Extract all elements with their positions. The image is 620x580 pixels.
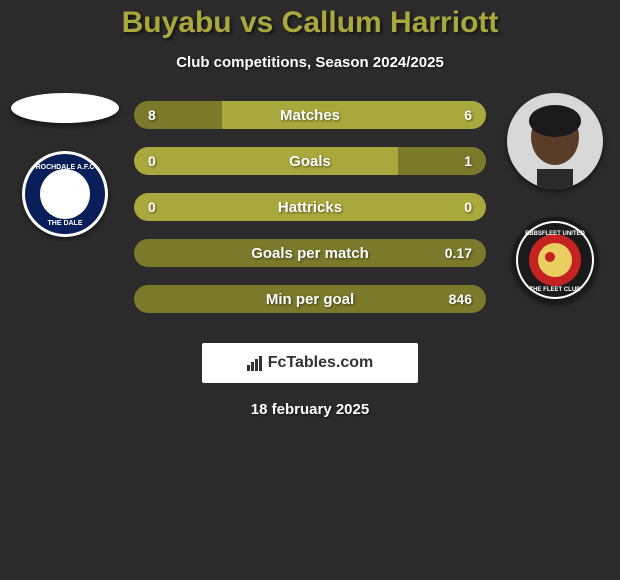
svg-text:ROCHDALE A.F.C: ROCHDALE A.F.C bbox=[36, 164, 95, 171]
stat-label: Goals per match bbox=[251, 245, 369, 262]
stat-left-value: 0 bbox=[148, 153, 156, 169]
svg-text:THE FLEET CLUB: THE FLEET CLUB bbox=[530, 287, 582, 293]
stat-left-value: 0 bbox=[148, 199, 156, 215]
stat-row-gpm: Goals per match 0.17 bbox=[134, 239, 486, 267]
chart-icon bbox=[247, 356, 262, 371]
stat-row-mpg: Min per goal 846 bbox=[134, 285, 486, 313]
branding-box: FcTables.com bbox=[202, 343, 418, 383]
stat-right-value: 1 bbox=[464, 153, 472, 169]
stat-row-hattricks: 0 Hattricks 0 bbox=[134, 193, 486, 221]
branding-text: FcTables.com bbox=[268, 354, 374, 372]
stat-label: Hattricks bbox=[278, 199, 342, 216]
stat-right-value: 6 bbox=[464, 107, 472, 123]
stat-right-value: 0.17 bbox=[445, 245, 472, 261]
player1-club-badge: ROCHDALE A.F.C THE DALE bbox=[22, 151, 108, 237]
stat-label: Goals bbox=[289, 153, 331, 170]
stat-right-value: 846 bbox=[449, 291, 472, 307]
stat-left-value: 8 bbox=[148, 107, 156, 123]
page-title: Buyabu vs Callum Harriott bbox=[0, 0, 620, 40]
stat-label: Min per goal bbox=[266, 291, 354, 308]
left-player-column: ROCHDALE A.F.C THE DALE bbox=[6, 93, 124, 237]
date-text: 18 february 2025 bbox=[0, 401, 620, 418]
player2-club-badge: EBBSFLEET UNITED THE FLEET CLUB bbox=[512, 217, 598, 303]
comparison-content: ROCHDALE A.F.C THE DALE EBBSFLEET UNITE bbox=[0, 101, 620, 418]
stat-label: Matches bbox=[280, 107, 340, 124]
stat-row-matches: 8 Matches 6 bbox=[134, 101, 486, 129]
svg-text:THE DALE: THE DALE bbox=[48, 220, 83, 227]
stat-row-goals: 0 Goals 1 bbox=[134, 147, 486, 175]
stat-bars: 8 Matches 6 0 Goals 1 0 Hattricks 0 Goal… bbox=[134, 101, 486, 313]
right-player-column: EBBSFLEET UNITED THE FLEET CLUB bbox=[496, 93, 614, 303]
stat-right-value: 0 bbox=[464, 199, 472, 215]
svg-text:EBBSFLEET UNITED: EBBSFLEET UNITED bbox=[525, 231, 585, 237]
player2-avatar bbox=[507, 93, 603, 189]
subtitle: Club competitions, Season 2024/2025 bbox=[0, 54, 620, 71]
player1-avatar-placeholder bbox=[11, 93, 119, 123]
